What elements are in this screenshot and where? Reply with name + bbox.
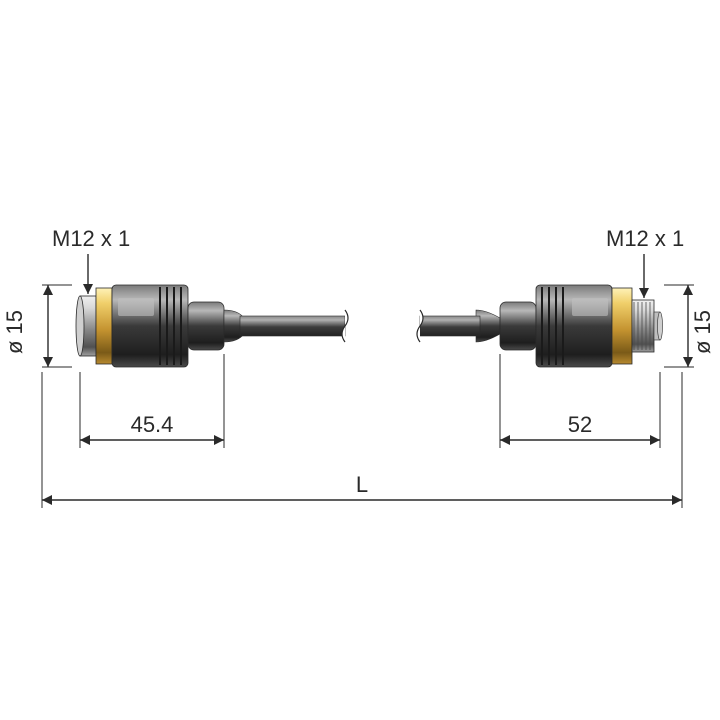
dim-length-right: 52 — [500, 354, 660, 448]
cable — [240, 310, 480, 342]
dim-length-left: 45.4 — [80, 354, 224, 448]
label-length-right: 52 — [568, 412, 592, 437]
connector-right — [476, 285, 663, 367]
label-thread-right: M12 x 1 — [606, 226, 684, 251]
label-thread-left: M12 x 1 — [52, 226, 130, 251]
connector-left — [76, 285, 244, 367]
dim-thread-left: M12 x 1 — [52, 226, 130, 294]
technical-drawing: M12 x 1 M12 x 1 ø 15 ø 15 — [0, 0, 720, 720]
label-diameter-left: ø 15 — [2, 310, 27, 354]
label-overall-length: L — [356, 472, 368, 497]
dim-thread-right: M12 x 1 — [606, 226, 684, 298]
label-diameter-right: ø 15 — [690, 310, 715, 354]
dim-diameter-left: ø 15 — [2, 285, 72, 367]
dim-diameter-right: ø 15 — [664, 285, 715, 367]
label-length-left: 45.4 — [131, 412, 174, 437]
